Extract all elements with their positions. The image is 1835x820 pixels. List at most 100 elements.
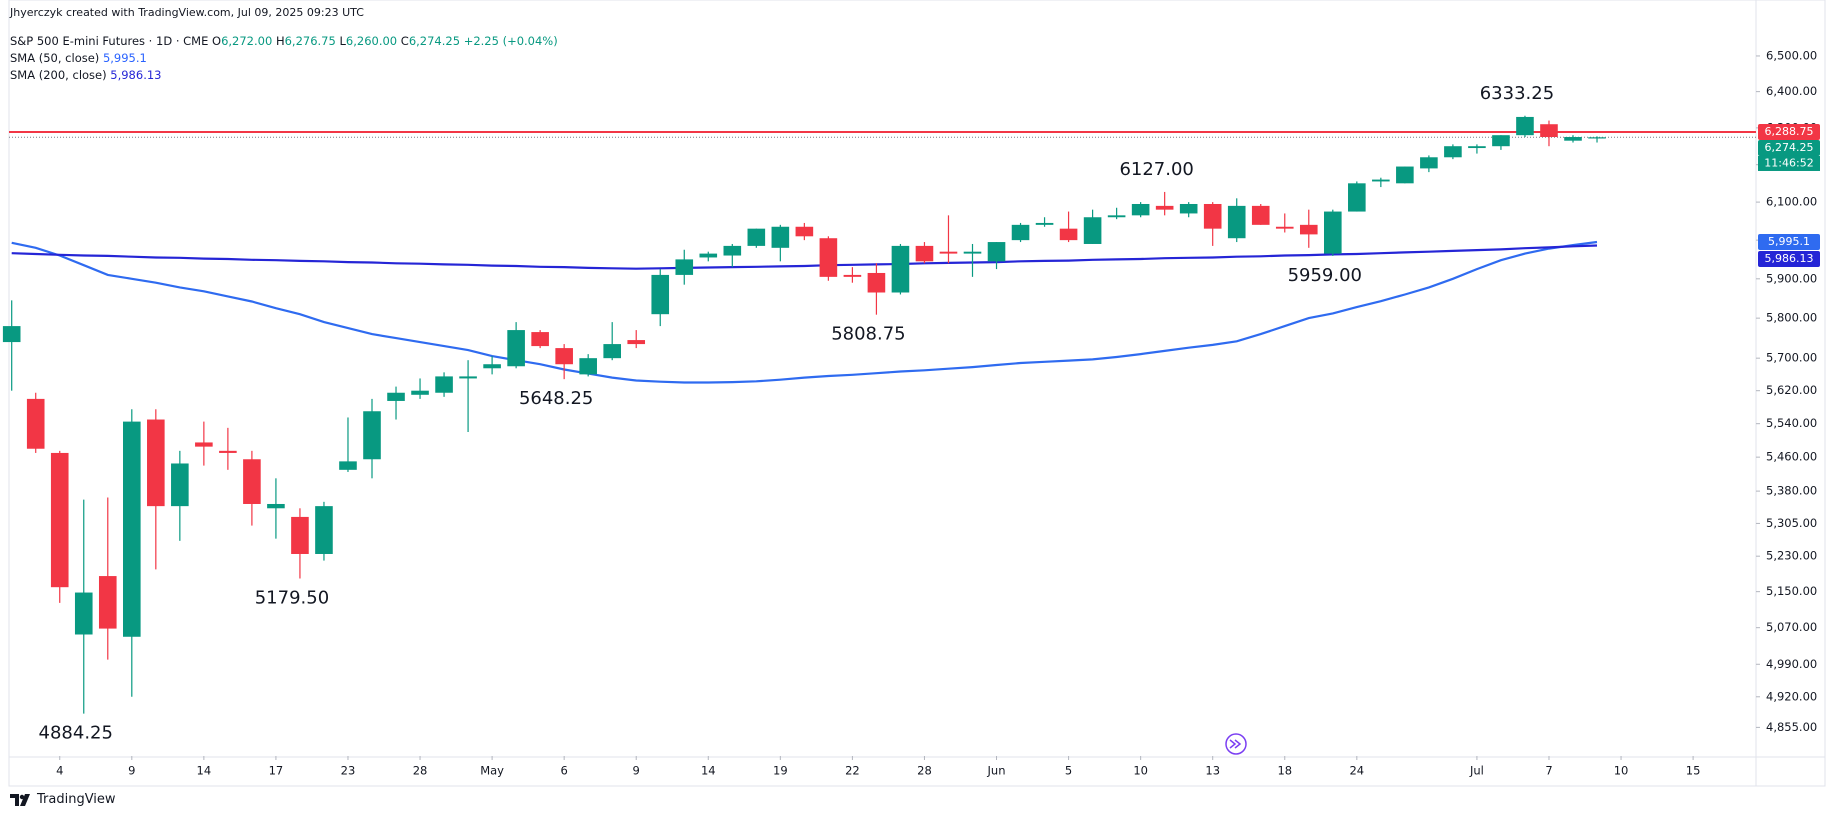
- candle-body: [891, 245, 910, 293]
- y-tick-label: 5,230.00: [1766, 549, 1817, 563]
- price-annotation: 5648.25: [519, 388, 593, 409]
- candle-body: [1059, 228, 1078, 241]
- y-tick-label: 5,070.00: [1766, 620, 1817, 634]
- legend-main: S&P 500 E-mini Futures · 1D · CME O6,272…: [10, 34, 558, 48]
- price-annotation: 5808.75: [831, 324, 905, 345]
- candle-body: [339, 461, 357, 470]
- ohlc-values: O6,272.00 H6,276.75 L6,260.00 C6,274.25: [212, 34, 464, 48]
- x-tick-label: 18: [1277, 764, 1292, 778]
- y-tick-label: 5,540.00: [1766, 416, 1817, 430]
- legend-sma50: SMA (50, close) 5,995.1: [10, 51, 147, 65]
- candle-body: [435, 376, 453, 393]
- candle-body: [507, 330, 525, 367]
- y-tick-label: 5,900.00: [1766, 271, 1817, 285]
- ohlc-key: O: [212, 34, 222, 48]
- x-tick-label: 10: [1133, 764, 1148, 778]
- candle-body: [267, 503, 285, 509]
- sma-price-tag: 5,995.1: [1768, 235, 1810, 248]
- ohlc-value: 6,260.00: [345, 34, 398, 48]
- go-to-realtime-arrows: [1229, 739, 1242, 749]
- y-tick-label: 5,700.00: [1766, 351, 1817, 365]
- x-tick-label: 5: [1065, 764, 1072, 778]
- ohlc-value: 6,274.25: [408, 34, 461, 48]
- candle-body: [603, 344, 621, 359]
- x-tick-label: May: [480, 764, 504, 778]
- candle-body: [1396, 166, 1414, 184]
- candle-body: [1588, 137, 1606, 139]
- x-tick-label: 9: [633, 764, 640, 778]
- candle-body: [1251, 205, 1270, 225]
- x-tick-label: 22: [845, 764, 860, 778]
- candle-body: [963, 251, 982, 254]
- candle-body: [291, 516, 309, 554]
- candle-body: [1083, 217, 1102, 244]
- candle-body: [531, 332, 549, 347]
- candle-body: [747, 228, 766, 246]
- tv-logo: [10, 793, 30, 806]
- last-price-tag-bg: [1758, 139, 1820, 156]
- legend-sma200: SMA (200, close) 5,986.13: [10, 68, 161, 82]
- candle-body: [1564, 137, 1582, 141]
- x-tick-label: 6: [560, 764, 567, 778]
- last-price-tag: 6,274.25: [1765, 141, 1814, 154]
- candle-body: [627, 340, 646, 345]
- go-to-realtime-icon[interactable]: [1225, 733, 1247, 755]
- candle-body: [26, 398, 45, 449]
- candle-body: [219, 450, 237, 453]
- candle-body: [483, 364, 501, 369]
- candle-body: [987, 242, 1006, 262]
- x-tick-label: 28: [917, 764, 932, 778]
- y-tick-label: 6,100.00: [1766, 195, 1817, 209]
- price-annotation: 4884.25: [39, 723, 113, 744]
- countdown-bg: [1758, 155, 1820, 171]
- candle-body: [387, 392, 405, 401]
- sma-value: 5,986.13: [110, 68, 162, 82]
- candle-body: [1372, 179, 1390, 182]
- candle-body: [315, 506, 333, 554]
- y-tick-label: 5,800.00: [1766, 311, 1817, 325]
- x-tick-label: 9: [128, 764, 135, 778]
- x-tick-label: 28: [413, 764, 428, 778]
- candle-body: [2, 326, 21, 343]
- candle-body: [579, 358, 597, 375]
- x-tick-label: 15: [1686, 764, 1701, 778]
- hline-price-tag: 6,288.75: [1765, 125, 1814, 138]
- candle-body: [723, 245, 742, 256]
- x-tick-label: 14: [197, 764, 212, 778]
- sma-name: SMA (50, close): [10, 51, 100, 65]
- candle-body: [1107, 215, 1126, 218]
- candle-body: [123, 421, 141, 637]
- x-tick-label: 19: [773, 764, 788, 778]
- x-tick-label: Jul: [1469, 764, 1484, 778]
- ohlc-key: H: [275, 34, 285, 48]
- y-tick-label: 4,990.00: [1766, 657, 1817, 671]
- candle-body: [555, 348, 573, 365]
- y-tick-label: 5,460.00: [1766, 450, 1817, 464]
- candle-body: [867, 272, 886, 293]
- candle-body: [1299, 224, 1318, 235]
- sma-price-tag-bg: [1758, 234, 1820, 251]
- price-annotation: 6127.00: [1119, 159, 1193, 180]
- candle-body: [50, 452, 69, 588]
- candle-body: [1516, 116, 1534, 136]
- ohlc-value: 6,272.00: [221, 34, 273, 48]
- y-tick-label: 4,855.00: [1766, 720, 1817, 734]
- y-tick-label: 4,920.00: [1766, 689, 1817, 703]
- candle-body: [1492, 135, 1510, 147]
- ohlc-key: C: [400, 34, 409, 48]
- x-tick-label: 13: [1205, 764, 1220, 778]
- countdown: 11:46:52: [1764, 156, 1813, 169]
- sma-value: 5,995.1: [102, 51, 147, 65]
- candle-body: [1035, 222, 1054, 225]
- y-tick-label: 5,150.00: [1766, 584, 1817, 598]
- candle-body: [411, 390, 429, 395]
- candle-body: [1540, 124, 1558, 138]
- change: +2.25 (+0.04%): [463, 34, 558, 48]
- x-tick-label: 14: [701, 764, 716, 778]
- sma-price-tag-bg: [1758, 251, 1820, 268]
- footer-brand: TradingView: [37, 792, 116, 807]
- y-tick-label: 5,380.00: [1766, 484, 1817, 498]
- candle-body: [819, 238, 838, 277]
- candle-body: [1324, 211, 1342, 254]
